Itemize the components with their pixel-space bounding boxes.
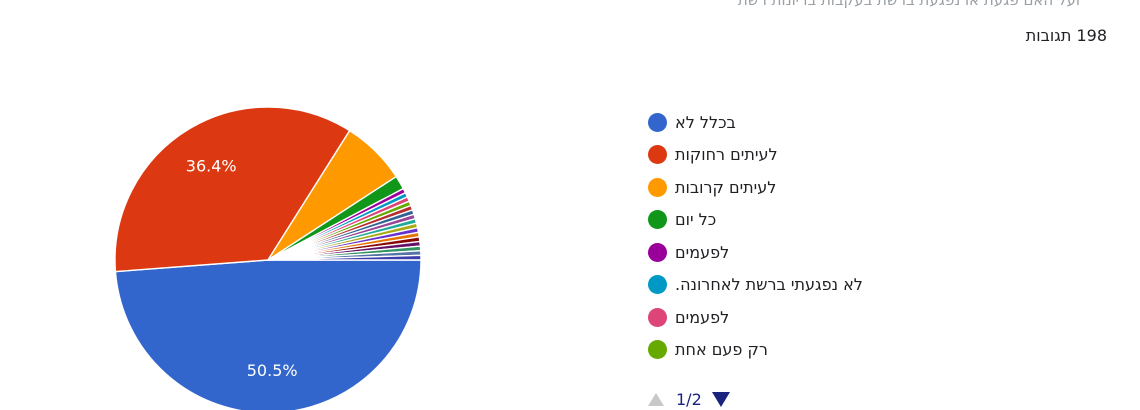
legend-item[interactable]: לעיתים רחוקות <box>648 139 988 172</box>
legend-item[interactable]: בכלל לא <box>648 106 988 139</box>
triangle-down-icon[interactable] <box>711 392 730 407</box>
slice-percent-label: 36.4% <box>186 157 237 176</box>
pie-slice[interactable] <box>267 254 422 261</box>
legend-item[interactable]: לעיתים קרובות <box>648 171 988 204</box>
legend-label: כל יום <box>675 210 717 230</box>
legend-label: לא נפגעתי ברשת לאחרונה. <box>675 275 863 295</box>
legend-item[interactable]: רק פעם אחת <box>648 334 988 367</box>
legend-swatch-icon <box>648 307 667 327</box>
pager-text: 1/2 <box>676 390 702 409</box>
legend-item[interactable]: כל יום <box>648 204 988 237</box>
legend-item[interactable]: לפעמים <box>648 301 988 334</box>
legend-item[interactable]: לא נפגעתי ברשת לאחרונה. <box>648 269 988 302</box>
pie-chart: 50.5% 36.4% <box>114 106 422 410</box>
pie-slice[interactable] <box>114 259 422 410</box>
legend-item[interactable]: לפעמים <box>648 236 988 269</box>
pie-slice[interactable] <box>114 106 351 273</box>
legend-label: לעיתים רחוקות <box>675 145 778 165</box>
legend-swatch-icon <box>648 145 667 165</box>
legend-pager: 1/2 <box>648 390 730 409</box>
legend-label: בכלל לא <box>675 112 736 132</box>
legend-label: לפעמים <box>675 307 730 327</box>
chart-legend: בכלל לא לעיתים רחוקות לעיתים קרובות כל יום ל… <box>648 106 988 366</box>
legend-label: לפעמים <box>675 242 730 262</box>
legend-label: לעיתים קרובות <box>675 177 777 197</box>
legend-swatch-icon <box>648 177 667 197</box>
question-title-cut: ועל האם פגעת או נפגעת ברשת בעקבות בריונו… <box>737 0 1080 9</box>
responses-count: 198 תגובות <box>1025 26 1107 45</box>
legend-swatch-icon <box>648 275 667 295</box>
legend-swatch-icon <box>648 112 667 132</box>
legend-swatch-icon <box>648 210 667 230</box>
legend-swatch-icon <box>648 242 667 262</box>
legend-swatch-icon <box>648 340 667 360</box>
triangle-up-icon[interactable] <box>648 393 664 406</box>
legend-label: רק פעם אחת <box>675 340 768 360</box>
slice-percent-label: 50.5% <box>247 361 298 380</box>
